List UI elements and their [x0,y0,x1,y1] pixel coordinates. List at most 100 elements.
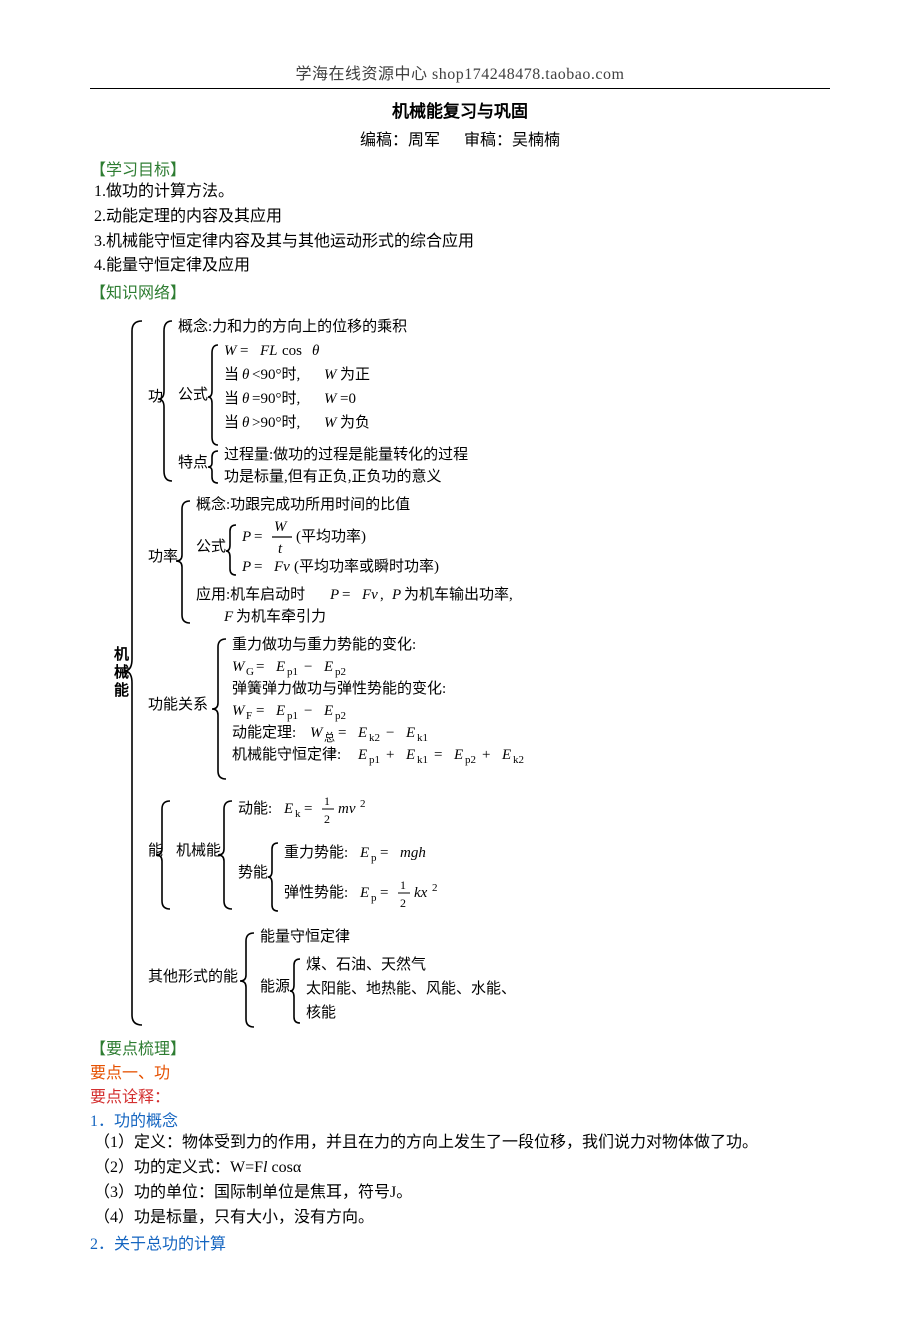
svg-text:重力做功与重力势能的变化:: 重力做功与重力势能的变化: [232,636,416,653]
svg-text:W: W [232,659,246,675]
svg-text:θ: θ [312,343,320,359]
svg-text:k1: k1 [417,732,428,744]
svg-text:功是标量,但有正负,正负功的意义: 功是标量,但有正负,正负功的意义 [224,467,442,485]
study-goal-3: 3.机械能守恒定律内容及其与其他运动形式的综合应用 [90,230,830,255]
svg-text:E: E [405,725,415,741]
svg-text:E: E [357,747,367,763]
svg-text:=90°时,: =90°时, [252,390,300,407]
svg-text:1: 1 [400,878,406,892]
svg-text:p1: p1 [287,710,298,722]
svg-text:p2: p2 [335,666,346,678]
svg-text:W: W [324,391,338,407]
svg-text:+: + [482,747,490,763]
svg-text:E: E [357,725,367,741]
svg-text:当: 当 [224,390,239,407]
svg-text:重力势能:: 重力势能: [284,844,348,861]
svg-text:核能: 核能 [306,1004,336,1021]
svg-text:能源: 能源 [260,978,290,995]
svg-text:功: 功 [148,388,163,405]
svg-text:Fv: Fv [361,587,378,603]
svg-text:=: = [254,559,262,575]
svg-text:k1: k1 [417,754,428,766]
svg-text:E: E [453,747,463,763]
svg-text:Fv: Fv [273,559,290,575]
svg-text:p2: p2 [465,754,476,766]
svg-text:=: = [304,801,312,817]
svg-text:=: = [254,529,262,545]
knowledge-net-heading: 【知识网络】 [90,279,830,303]
svg-text:=: = [380,845,388,861]
svg-text:其他形式的能: 其他形式的能 [148,968,238,985]
svg-text:煤、石油、天然气: 煤、石油、天然气 [306,956,426,973]
study-goal-heading: 【学习目标】 [90,156,830,180]
svg-text:=: = [380,885,388,901]
svg-text:>90°时,: >90°时, [252,414,300,431]
svg-text:W: W [310,725,324,741]
svg-text:W: W [324,367,338,383]
study-goal-4: 4.能量守恒定律及应用 [90,254,830,279]
svg-text:E: E [323,659,333,675]
svg-text:FL: FL [259,343,278,359]
svg-text:−: − [386,725,394,741]
study-goal-1: 1.做功的计算方法。 [90,180,830,205]
svg-text:p1: p1 [287,666,298,678]
study-goal-2: 2.动能定理的内容及其应用 [90,205,830,230]
svg-text:过程量:做功的过程是能量转化的过程: 过程量:做功的过程是能量转化的过程 [224,446,468,463]
svg-text:势能: 势能 [238,864,268,881]
svg-text:动能:: 动能: [238,800,272,817]
svg-text:P: P [329,587,339,603]
svg-text:E: E [359,845,369,861]
svg-text:E: E [275,659,285,675]
svg-text:E: E [359,885,369,901]
svg-text:2: 2 [324,812,330,826]
svg-text:为机车输出功率,: 为机车输出功率, [404,586,513,603]
svg-text:=: = [342,587,350,603]
tree-svg: .tt { font-family: "SimSun","宋体",serif; … [114,309,674,1029]
svg-text:太阳能、地热能、风能、水能、: 太阳能、地热能、风能、水能、 [306,980,516,997]
kp1-sub2-heading: 2．关于总功的计算 [90,1230,830,1254]
document-page: 学海在线资源中心 shop174248478.taobao.com 机械能复习与… [0,0,920,1344]
svg-text:k2: k2 [513,754,524,766]
svg-text:能量守恒定律: 能量守恒定律 [260,928,350,945]
svg-text:k: k [295,808,301,820]
svg-text:+: + [386,747,394,763]
svg-text:为机车牵引力: 为机车牵引力 [236,608,326,625]
svg-text:=: = [338,725,346,741]
svg-text:=: = [256,659,264,675]
svg-text:E: E [405,747,415,763]
svg-text:(平均功率或瞬时功率): (平均功率或瞬时功率) [294,558,439,575]
author-label: 编稿：周军 [360,132,440,149]
key-points-heading: 【要点梳理】 [90,1035,830,1059]
knowledge-tree-diagram: .tt { font-family: "SimSun","宋体",serif; … [114,309,830,1029]
svg-text:公式: 公式 [178,386,208,403]
svg-text:θ: θ [242,391,250,407]
svg-text:W: W [232,703,246,719]
svg-text:P: P [241,559,251,575]
svg-text:p: p [371,852,377,864]
svg-text:当: 当 [224,366,239,383]
svg-text:G: G [246,666,254,678]
svg-text:E: E [501,747,511,763]
svg-text:E: E [323,703,333,719]
svg-text:=: = [240,343,248,359]
svg-text:=: = [434,747,442,763]
svg-text:2: 2 [432,882,438,894]
kp1-explain-heading: 要点诠释： [90,1083,830,1107]
kp1-sub1-line-1: （1）定义：物体受到力的作用，并且在力的方向上发生了一段位移，我们说力对物体做了… [90,1131,830,1156]
svg-text:(平均功率): (平均功率) [296,528,366,545]
svg-text:机械能: 机械能 [176,842,221,859]
svg-text:<90°时,: <90°时, [252,366,300,383]
svg-text:W: W [274,519,288,535]
svg-text:公式: 公式 [196,538,226,555]
reviewer-label: 审稿：吴楠楠 [464,132,560,149]
svg-text:=: = [256,703,264,719]
svg-text:p2: p2 [335,710,346,722]
svg-text:θ: θ [242,415,250,431]
svg-text:特点: 特点 [178,454,208,471]
svg-text:p1: p1 [369,754,380,766]
svg-text:=0: =0 [340,391,356,407]
svg-text:t: t [278,541,283,557]
svg-text:弹性势能:: 弹性势能: [284,884,348,901]
svg-text:应用:机车启动时: 应用:机车启动时 [196,585,305,603]
svg-text:为负: 为负 [340,414,370,431]
